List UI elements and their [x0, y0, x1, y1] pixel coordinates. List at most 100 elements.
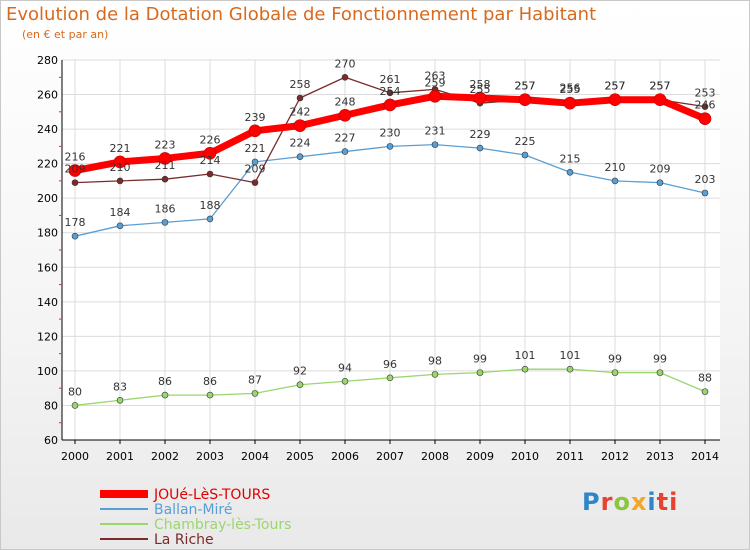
chart-subtitle: (en € et par an) — [22, 28, 109, 41]
data-label: 178 — [65, 216, 86, 229]
data-label: 257 — [650, 80, 671, 93]
y-tick-label: 180 — [37, 227, 58, 240]
data-label: 221 — [245, 142, 266, 155]
data-point — [611, 177, 619, 185]
data-label: 221 — [110, 142, 131, 155]
x-tick-label: 2008 — [421, 450, 449, 463]
proxiti-logo: Proxiti — [582, 488, 678, 516]
y-tick-label: 120 — [37, 330, 58, 343]
data-point — [476, 369, 484, 376]
x-tick-label: 2006 — [331, 450, 359, 463]
legend-label: Chambray-lès-Tours — [154, 517, 291, 533]
data-label: 257 — [515, 80, 536, 93]
data-label: 259 — [425, 76, 446, 89]
data-label: 256 — [560, 81, 581, 94]
data-label: 257 — [515, 80, 536, 93]
data-label: 231 — [425, 125, 446, 138]
data-label: 92 — [293, 365, 307, 378]
data-point — [161, 175, 169, 183]
data-point — [431, 141, 439, 148]
data-point — [161, 219, 169, 226]
data-label: 210 — [110, 161, 131, 174]
chart-title: Evolution de la Dotation Globale de Fonc… — [6, 4, 597, 25]
data-label: 253 — [695, 87, 716, 100]
x-tick-label: 2013 — [646, 450, 674, 463]
data-point — [521, 151, 529, 159]
data-point — [701, 388, 709, 395]
data-point — [611, 369, 619, 376]
logo-letter: ti — [656, 488, 679, 516]
x-tick-label: 2000 — [61, 450, 89, 463]
y-tick-label: 240 — [37, 123, 58, 136]
data-label: 255 — [560, 83, 581, 96]
data-label: 188 — [200, 199, 221, 212]
data-point — [563, 96, 577, 110]
y-tick-label: 280 — [37, 54, 58, 67]
data-point — [341, 377, 349, 385]
x-tick-label: 2005 — [286, 450, 314, 463]
data-point — [341, 148, 349, 155]
data-point — [71, 402, 79, 409]
data-label: 223 — [155, 138, 176, 151]
data-label: 214 — [200, 154, 221, 167]
data-point — [341, 73, 349, 81]
logo-letter: P — [582, 488, 601, 516]
data-point — [566, 365, 574, 373]
data-point — [386, 374, 394, 382]
data-point — [521, 365, 529, 373]
data-label: 88 — [698, 372, 712, 385]
data-point — [296, 94, 304, 102]
y-tick-label: 160 — [37, 261, 58, 274]
data-point — [386, 89, 394, 97]
x-tick-label: 2011 — [556, 450, 584, 463]
data-point — [293, 119, 307, 132]
data-label: 248 — [335, 95, 356, 108]
data-point — [248, 124, 262, 138]
data-label: 96 — [383, 358, 397, 371]
data-label: 239 — [245, 111, 266, 124]
x-tick-label: 2001 — [106, 450, 134, 463]
legend-label: JOUé-LèS-TOURS — [153, 487, 270, 503]
data-label: 203 — [695, 173, 716, 186]
data-point — [71, 232, 79, 240]
data-label: 258 — [290, 78, 311, 91]
data-point — [113, 155, 127, 169]
data-point — [251, 390, 259, 397]
data-point — [656, 369, 664, 376]
y-tick-label: 100 — [37, 365, 58, 378]
data-label: 254 — [380, 85, 401, 98]
data-label: 87 — [248, 373, 262, 386]
data-point — [206, 391, 214, 399]
data-label: 270 — [335, 57, 356, 70]
data-label: 257 — [650, 80, 671, 93]
data-point — [203, 146, 217, 160]
data-point — [428, 89, 442, 103]
logo-letter: o — [613, 488, 631, 516]
data-point — [296, 381, 304, 389]
data-point — [116, 396, 124, 404]
data-label: 186 — [155, 202, 176, 215]
y-tick-label: 260 — [37, 89, 58, 102]
data-point — [518, 93, 532, 107]
legend-label: Ballan-Miré — [154, 502, 233, 518]
y-tick-label: 200 — [37, 192, 58, 205]
data-label: 227 — [335, 132, 356, 145]
logo-letter: r — [600, 488, 614, 516]
data-label: 225 — [515, 135, 536, 148]
data-label: 263 — [425, 69, 446, 82]
x-tick-label: 2012 — [601, 450, 629, 463]
data-label: 257 — [605, 80, 626, 93]
data-point — [296, 153, 304, 161]
data-label: 101 — [515, 349, 536, 362]
data-label: 209 — [65, 163, 86, 176]
data-label: 99 — [473, 353, 487, 366]
data-point — [473, 91, 487, 105]
data-point — [653, 93, 667, 107]
data-label: 242 — [290, 106, 311, 119]
x-tick-label: 2014 — [691, 450, 719, 463]
data-label: 86 — [158, 375, 172, 388]
data-label: 224 — [290, 137, 311, 150]
y-tick-label: 80 — [44, 399, 58, 412]
data-label: 86 — [203, 375, 217, 388]
